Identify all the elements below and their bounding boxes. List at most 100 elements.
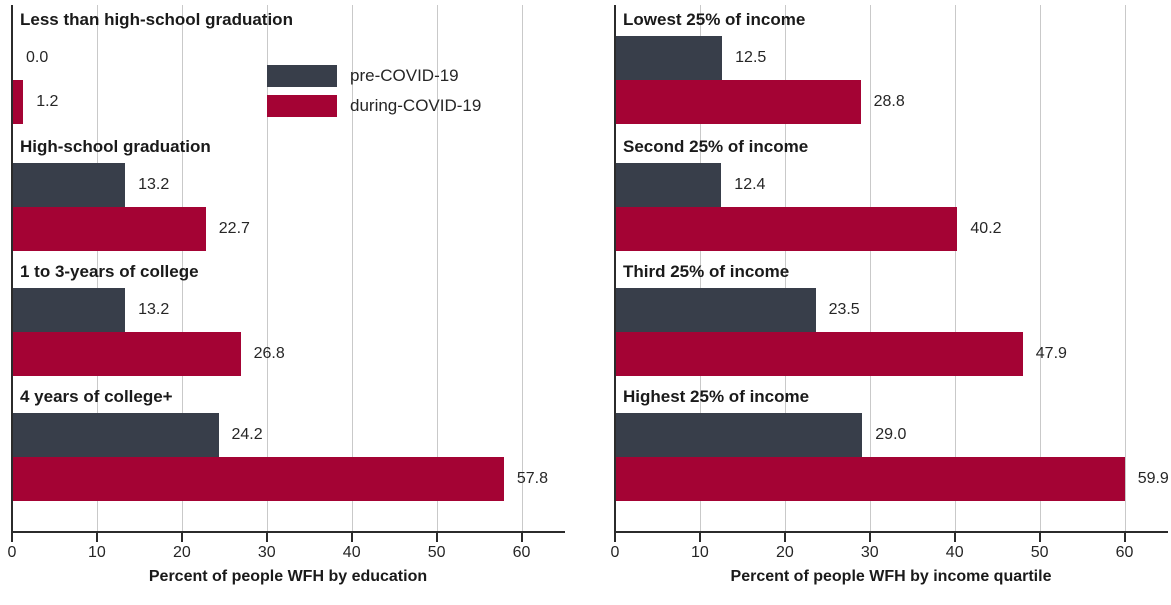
category-label: High-school graduation (20, 137, 211, 156)
category-label: Less than high-school graduation (20, 10, 293, 29)
tick-label-0: 0 (7, 544, 17, 561)
gridline-20 (784, 5, 786, 531)
value-label: 22.7 (218, 220, 250, 237)
bar-row: 0.0 (13, 36, 565, 80)
bar-pre-COVID-19 (616, 413, 863, 457)
tick-mark-10 (95, 533, 98, 542)
tick-mark-10 (698, 533, 701, 542)
tick-mark-20 (783, 533, 786, 542)
value-label: 12.5 (735, 49, 767, 66)
category-group: 4 years of college+ 24.2 57.8 (13, 387, 565, 501)
tick-mark-40 (350, 533, 353, 542)
tick-mark-20 (180, 533, 183, 542)
income-panel: Lowest 25% of income 12.5 28.8 Second 25% o… (610, 0, 1169, 586)
category-label: 1 to 3-years of college (20, 262, 199, 281)
bar-pre-COVID-19 (13, 288, 126, 332)
gridline-10 (96, 5, 98, 531)
bar-row: 12.5 (616, 36, 1168, 80)
tick-label-50: 50 (1030, 544, 1049, 561)
value-label: 57.8 (516, 470, 548, 487)
category-group: 1 to 3-years of college 13.2 26.8 (13, 262, 565, 376)
tick-mark-0 (614, 533, 616, 542)
category-group: High-school graduation 13.2 22.7 (13, 137, 565, 251)
tick-label-50: 50 (427, 544, 446, 561)
income-x-axis-ticks: 0 10 20 30 40 50 60 (610, 533, 1168, 565)
bar-row: 12.4 (616, 163, 1168, 207)
bar-row: 24.2 (13, 413, 565, 457)
bar-during-COVID-19 (616, 207, 958, 251)
bar-row: 29.0 (616, 413, 1168, 457)
bar-pre-COVID-19 (13, 163, 126, 207)
tick-mark-60 (520, 533, 523, 542)
tick-mark-50 (435, 533, 438, 542)
gridline-50 (1039, 5, 1041, 531)
legend-label-during-covid: during-COVID-19 (350, 96, 482, 115)
tick-label-20: 20 (172, 544, 191, 561)
value-label: 0.0 (26, 49, 49, 66)
tick-label-10: 10 (88, 544, 106, 561)
legend: pre-COVID-19 during-COVID-19 (267, 65, 481, 125)
bar-during-COVID-19 (616, 80, 861, 124)
category-label: 4 years of college+ (20, 387, 173, 406)
bar-row: 13.2 (13, 288, 565, 332)
value-label: 26.8 (253, 345, 285, 362)
gridline-20 (181, 5, 183, 531)
bar-during-COVID-19 (13, 457, 504, 501)
gridline-60 (1124, 5, 1126, 531)
bar-row: 1.2 (13, 80, 565, 124)
value-label: 40.2 (970, 220, 1002, 237)
category-group: Second 25% of income 12.4 40.2 (616, 137, 1168, 251)
bar-row: 22.7 (13, 207, 565, 251)
tick-label-30: 30 (257, 544, 276, 561)
tick-label-10: 10 (691, 544, 709, 561)
bar-row: 47.9 (616, 332, 1168, 376)
gridline-10 (699, 5, 701, 531)
bar-pre-COVID-19 (616, 163, 722, 207)
bar-row: 59.9 (616, 457, 1169, 501)
bar-row: 28.8 (616, 80, 1168, 124)
tick-label-0: 0 (610, 544, 620, 561)
tick-mark-50 (1038, 533, 1041, 542)
value-label: 24.2 (231, 426, 263, 443)
category-label: Highest 25% of income (623, 387, 810, 406)
tick-label-40: 40 (945, 544, 964, 561)
legend-item-pre-covid: pre-COVID-19 (267, 65, 481, 87)
tick-mark-40 (953, 533, 956, 542)
tick-label-40: 40 (342, 544, 361, 561)
education-plot-area: pre-COVID-19 during-COVID-19 Less than h… (11, 5, 565, 533)
category-label: Third 25% of income (623, 262, 790, 281)
category-group: Highest 25% of income 29.0 59.9 (616, 387, 1169, 501)
legend-label-pre-covid: pre-COVID-19 (350, 66, 459, 85)
category-group: Less than high-school graduation 0.0 1.2 (13, 10, 565, 124)
tick-label-60: 60 (1115, 544, 1134, 561)
tick-mark-60 (1123, 533, 1126, 542)
gridline-40 (954, 5, 956, 531)
category-label: Lowest 25% of income (623, 10, 806, 29)
gridline-50 (436, 5, 438, 531)
pre-covid-swatch (267, 65, 337, 87)
gridline-30 (869, 5, 871, 531)
bar-row: 57.8 (13, 457, 565, 501)
education-x-axis-title: Percent of people WFH by education (148, 568, 428, 585)
value-label: 13.2 (138, 176, 170, 193)
value-label: 59.9 (1137, 470, 1169, 487)
income-plot-area: Lowest 25% of income 12.5 28.8 Second 25% o… (614, 5, 1169, 533)
bar-pre-COVID-19 (616, 288, 816, 332)
tick-mark-30 (868, 533, 871, 542)
bar-during-COVID-19 (13, 80, 24, 124)
during-covid-swatch (267, 95, 337, 117)
bar-during-COVID-19 (616, 457, 1125, 501)
bar-row: 23.5 (616, 288, 1168, 332)
category-label: Second 25% of income (623, 137, 809, 156)
bar-pre-COVID-19 (616, 36, 723, 80)
bar-during-COVID-19 (13, 332, 241, 376)
bar-row: 40.2 (616, 207, 1168, 251)
education-panel: pre-COVID-19 during-COVID-19 Less than h… (7, 0, 565, 586)
bar-row: 26.8 (13, 332, 565, 376)
value-label: 29.0 (875, 426, 907, 443)
category-group: Lowest 25% of income 12.5 28.8 (616, 10, 1168, 124)
bar-row: 13.2 (13, 163, 565, 207)
tick-mark-0 (11, 533, 13, 542)
bar-during-COVID-19 (13, 207, 206, 251)
